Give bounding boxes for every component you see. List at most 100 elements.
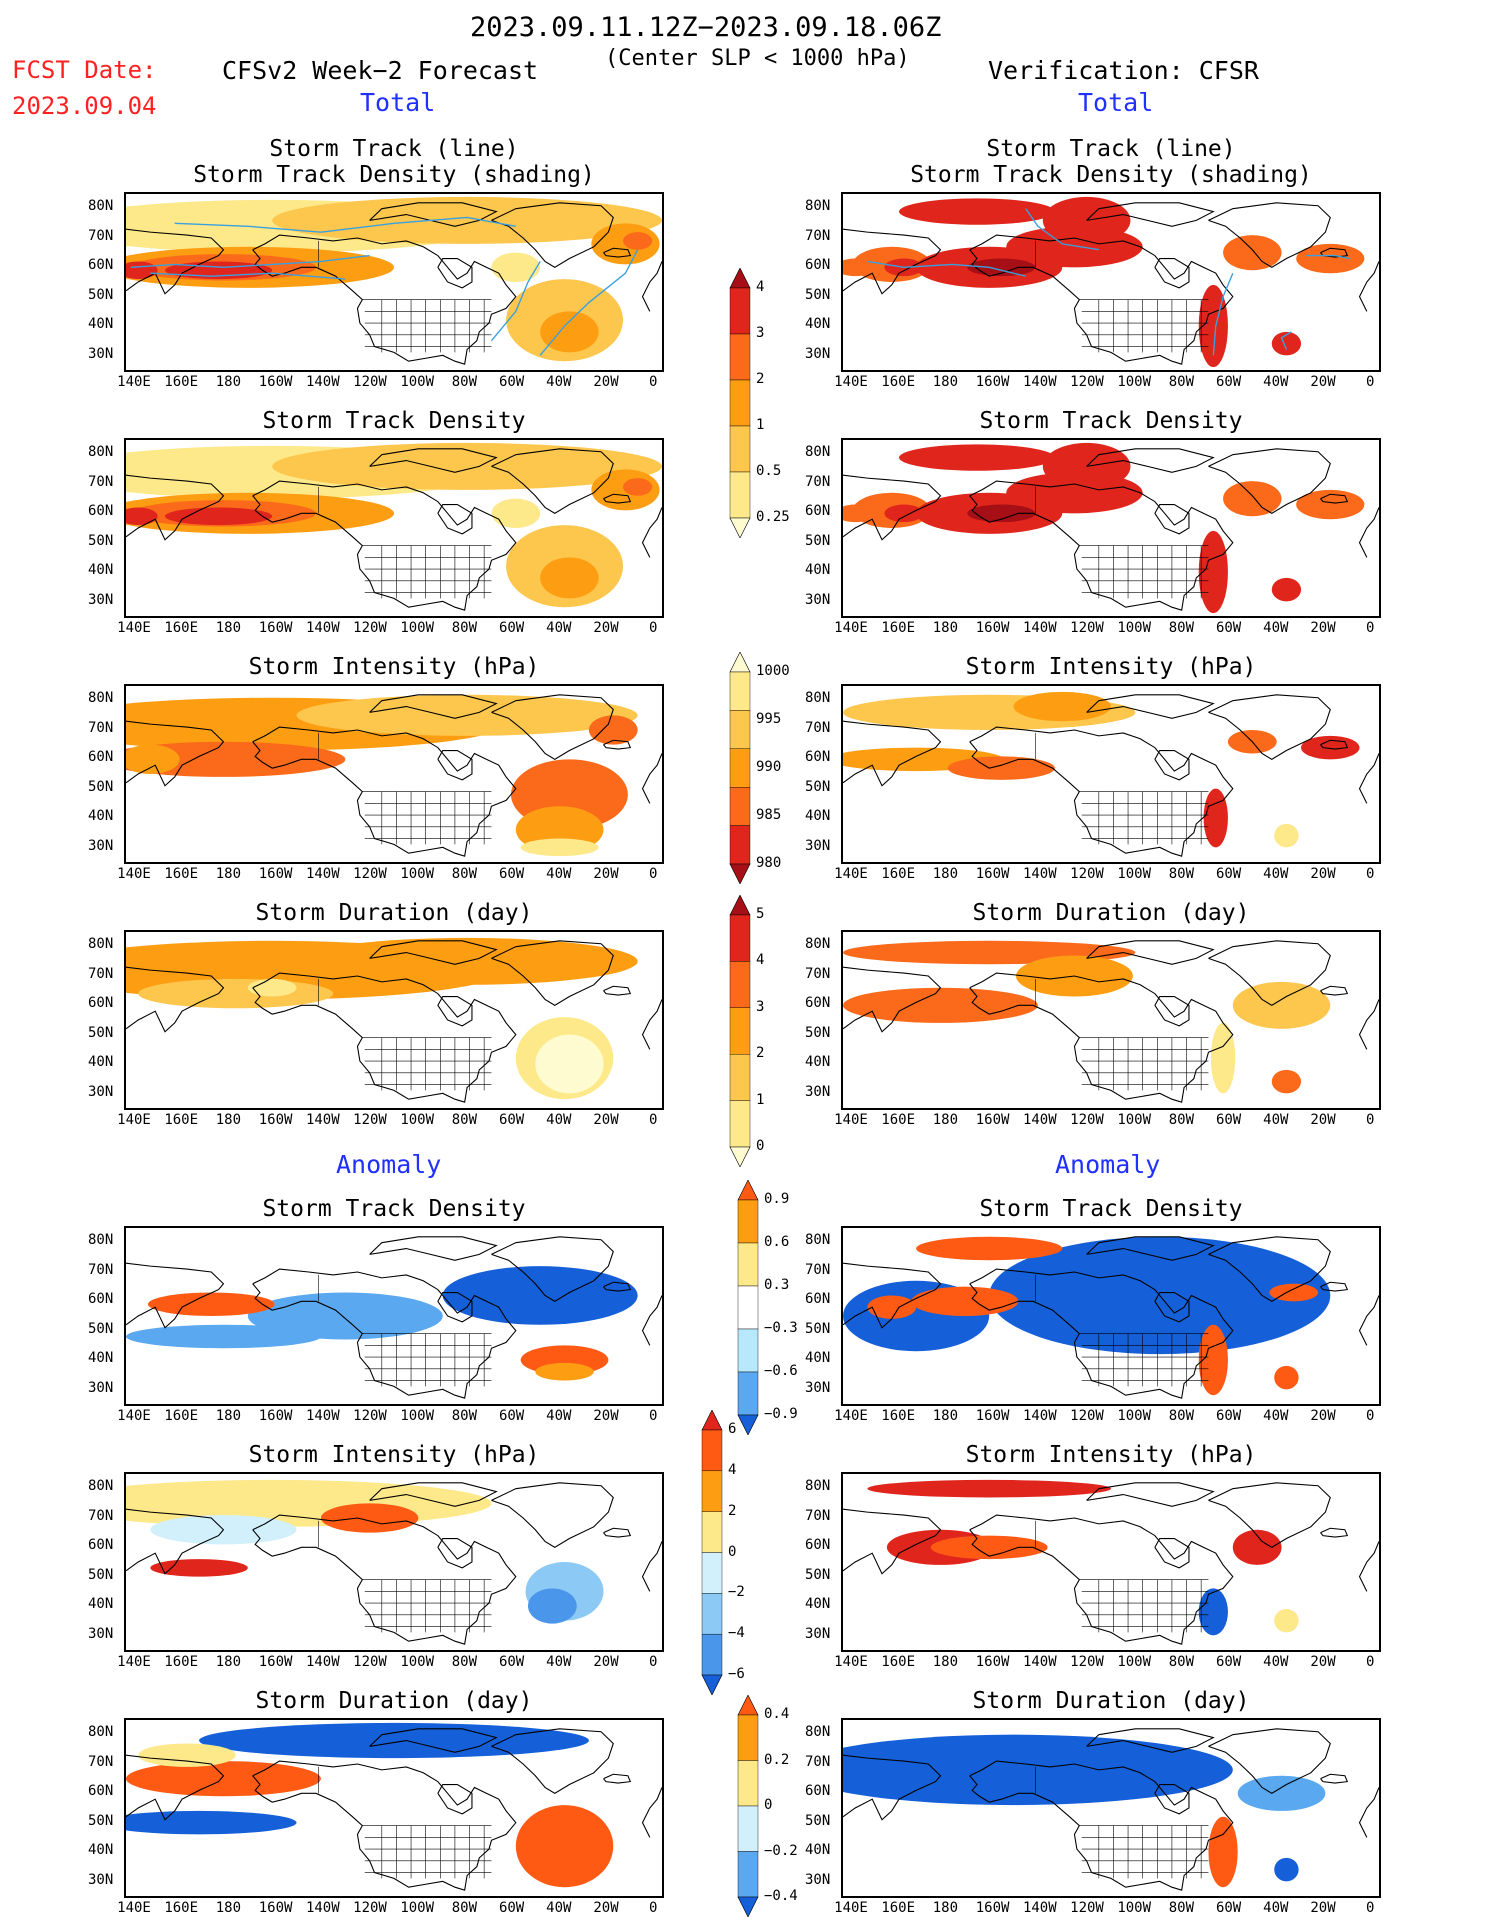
lon-tick-label: 140W: [1022, 866, 1057, 882]
lat-tick-label: 50N: [805, 1024, 831, 1041]
lat-tick-label: 80N: [88, 1232, 114, 1248]
lat-tick-label: 70N: [805, 965, 831, 982]
lon-tick-label: 140E: [117, 620, 151, 636]
map-panel: [841, 1226, 1381, 1406]
lat-tick-label: 70N: [88, 1753, 114, 1770]
lon-tick-label: 80W: [451, 1900, 478, 1916]
colorbar-label: 2: [756, 371, 765, 387]
lat-tick-label: 30N: [88, 1379, 114, 1396]
lon-tick-label: 160W: [258, 374, 293, 390]
colorbar-swatch: [701, 1410, 723, 1431]
colorbar-label: 3: [756, 998, 765, 1015]
colorbar-swatch: [737, 1896, 759, 1917]
lat-tick-label: 60N: [805, 257, 831, 273]
lon-tick-label: 40W: [546, 620, 572, 636]
colorbar-label: 4: [728, 1461, 737, 1478]
lon-tick-label: 0: [648, 1408, 658, 1424]
colorbar-swatch: [729, 786, 751, 826]
lon-tick-label: 140E: [117, 1654, 151, 1670]
lat-tick-label: 60N: [805, 995, 831, 1011]
colorbar-intensity-anomaly: [701, 1410, 723, 1695]
panel-title: Storm Intensity (hPa): [248, 1442, 540, 1468]
lon-tick-label: 180: [932, 1654, 959, 1670]
lat-tick-label: 30N: [805, 1625, 831, 1642]
lon-tick-label: 120W: [1070, 374, 1104, 390]
lat-tick-label: 40N: [805, 1054, 831, 1070]
lon-tick-label: 40W: [1263, 620, 1289, 636]
lat-tick-label: 70N: [88, 965, 114, 982]
colorbar-label: 0.4: [764, 1706, 790, 1722]
lon-tick-label: 160E: [881, 620, 916, 636]
colorbar-swatch: [729, 1100, 751, 1148]
lat-tick-label: 80N: [805, 936, 831, 952]
lat-tick-label: 50N: [88, 1024, 114, 1041]
lon-tick-label: 140E: [834, 866, 868, 882]
lon-tick-label: 160W: [975, 1654, 1010, 1670]
lon-tick-label: 60W: [498, 866, 525, 882]
lon-tick-label: 80W: [451, 374, 478, 390]
lon-tick-label: 100W: [400, 1112, 435, 1128]
colorbar-swatch: [729, 1007, 751, 1055]
colorbar-label: 0: [764, 1797, 773, 1813]
lon-tick-label: 120W: [1070, 1900, 1104, 1916]
lat-tick-label: 60N: [88, 995, 114, 1011]
lon-tick-label: 80W: [1168, 374, 1195, 390]
lat-tick-label: 40N: [88, 1596, 114, 1612]
colorbar-swatch: [729, 895, 751, 916]
lon-tick-label: 120W: [353, 374, 387, 390]
panel-title: Storm Track Density: [262, 408, 526, 434]
lat-tick-label: 70N: [805, 1261, 831, 1278]
lon-tick-label: 100W: [400, 620, 435, 636]
colorbar-swatch: [729, 287, 751, 335]
lat-tick-label: 60N: [805, 1783, 831, 1799]
lon-tick-label: 180: [932, 1900, 959, 1916]
lat-tick-label: 80N: [805, 690, 831, 706]
lon-tick-label: 20W: [593, 1112, 619, 1128]
colorbar-label: 985: [756, 807, 782, 823]
lon-tick-label: 140E: [117, 1112, 151, 1128]
lat-tick-label: 70N: [805, 1753, 831, 1770]
map-panel: [841, 438, 1381, 618]
lon-tick-label: 0: [648, 374, 658, 390]
lon-tick-label: 60W: [498, 1900, 525, 1916]
lon-tick-label: 80W: [1168, 1900, 1195, 1916]
lon-tick-label: 60W: [498, 1408, 525, 1424]
lon-tick-label: 160W: [975, 866, 1010, 882]
panel-title: Storm Duration (day): [972, 900, 1250, 926]
lat-tick-label: 30N: [88, 345, 114, 362]
lat-tick-label: 50N: [805, 1566, 831, 1583]
lat-tick-label: 70N: [88, 1507, 114, 1524]
lon-tick-label: 160E: [881, 1654, 916, 1670]
lon-tick-label: 60W: [1215, 374, 1242, 390]
colorbar-swatch: [729, 379, 751, 427]
lon-tick-label: 40W: [1263, 1900, 1289, 1916]
anomaly-right-label: Anomaly: [1055, 1150, 1161, 1179]
lon-tick-label: 140W: [305, 1900, 340, 1916]
colorbar-duration: [729, 895, 751, 1167]
lon-tick-label: 40W: [1263, 374, 1289, 390]
lon-tick-label: 160E: [164, 374, 199, 390]
lat-tick-label: 70N: [88, 719, 114, 736]
colorbar-label: 0.9: [764, 1191, 790, 1207]
lon-tick-label: 180: [215, 1654, 242, 1670]
panel-title: Storm Track Density: [979, 1196, 1243, 1222]
colorbar-swatch: [729, 333, 751, 381]
verification-label: Verification: CFSR: [988, 56, 1259, 85]
lon-tick-label: 140E: [117, 374, 151, 390]
colorbar-label: −6: [728, 1666, 745, 1682]
lon-tick-label: 20W: [593, 620, 619, 636]
lon-tick-label: 20W: [1310, 1408, 1336, 1424]
lon-tick-label: 140E: [834, 1408, 868, 1424]
map-field: [126, 1479, 662, 1645]
lon-tick-label: 160W: [258, 866, 293, 882]
lon-tick-label: 180: [932, 1112, 959, 1128]
lon-tick-label: 140E: [117, 866, 151, 882]
lon-tick-label: 20W: [593, 1408, 619, 1424]
colorbar-label: −4: [728, 1625, 745, 1642]
lat-tick-label: 60N: [88, 1291, 114, 1307]
lon-tick-label: 120W: [353, 866, 387, 882]
lon-tick-label: 180: [215, 620, 242, 636]
lat-tick-label: 40N: [88, 316, 114, 332]
lon-tick-label: 60W: [1215, 1408, 1242, 1424]
colorbar-label: 1: [756, 417, 765, 433]
